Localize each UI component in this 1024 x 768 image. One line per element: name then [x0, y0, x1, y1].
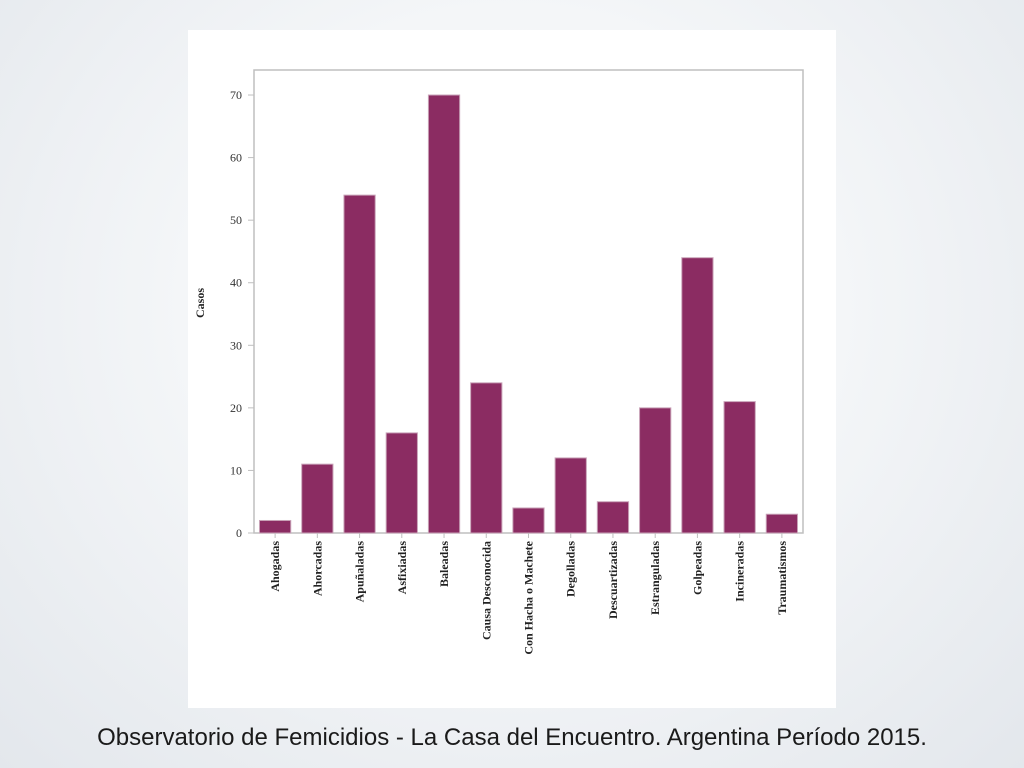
x-category-label: Golpeadas — [690, 541, 704, 595]
bar — [723, 401, 756, 534]
x-category-label: Descuartizadas — [606, 541, 620, 619]
plot-border — [253, 69, 804, 534]
x-category-label: Ahogadas — [268, 541, 282, 592]
x-category-label: Estranguladas — [648, 541, 662, 615]
bar — [343, 194, 376, 534]
bar — [427, 94, 461, 534]
y-axis-label: Casos — [193, 288, 207, 318]
bars — [258, 94, 799, 534]
bar — [470, 382, 503, 534]
x-category-label: Traumatismos — [775, 541, 789, 615]
bar — [301, 463, 334, 534]
y-tick-label: 40 — [230, 276, 242, 290]
x-category-label: Con Hacha o Machete — [522, 540, 536, 654]
bar — [258, 519, 292, 534]
bar — [512, 507, 545, 534]
source-caption: Observatorio de Femicidios - La Casa del… — [97, 724, 927, 751]
x-category-label: Ahorcadas — [310, 541, 324, 596]
x-category-label: Apuñaladas — [353, 541, 367, 603]
x-axis-labels: Ahogadas Ahorcadas Apuñaladas Asfixiadas Bal… — [268, 533, 789, 655]
y-tick-label: 30 — [230, 338, 242, 352]
x-category-label: Baleadas — [437, 541, 451, 587]
y-tick-label: 10 — [230, 463, 242, 477]
x-category-label: Asfixiadas — [395, 541, 409, 595]
x-category-label: Degolladas — [564, 541, 578, 597]
bar-chart: 0 10 20 30 40 50 60 70 Ahogadas Ahorcadas Apuñala… — [193, 69, 804, 655]
chart-card: 0 10 20 30 40 50 60 70 Ahogadas Ahorcadas Apuñala… — [188, 30, 836, 708]
y-tick-label: 60 — [230, 151, 242, 165]
x-category-label: Incineradas — [733, 541, 747, 602]
y-axis: 0 10 20 30 40 50 60 70 — [230, 88, 254, 540]
x-category-label: Causa Desconocida — [479, 541, 493, 640]
bar — [385, 432, 418, 534]
bar — [596, 501, 630, 534]
bar — [639, 407, 672, 534]
y-tick-label: 50 — [230, 213, 242, 227]
y-tick-label: 70 — [230, 88, 242, 102]
plot-frame — [253, 69, 804, 534]
bar — [765, 513, 799, 534]
y-tick-label: 20 — [230, 401, 242, 415]
bar — [681, 257, 714, 534]
y-tick-label: 0 — [236, 526, 242, 540]
bar — [554, 457, 587, 534]
